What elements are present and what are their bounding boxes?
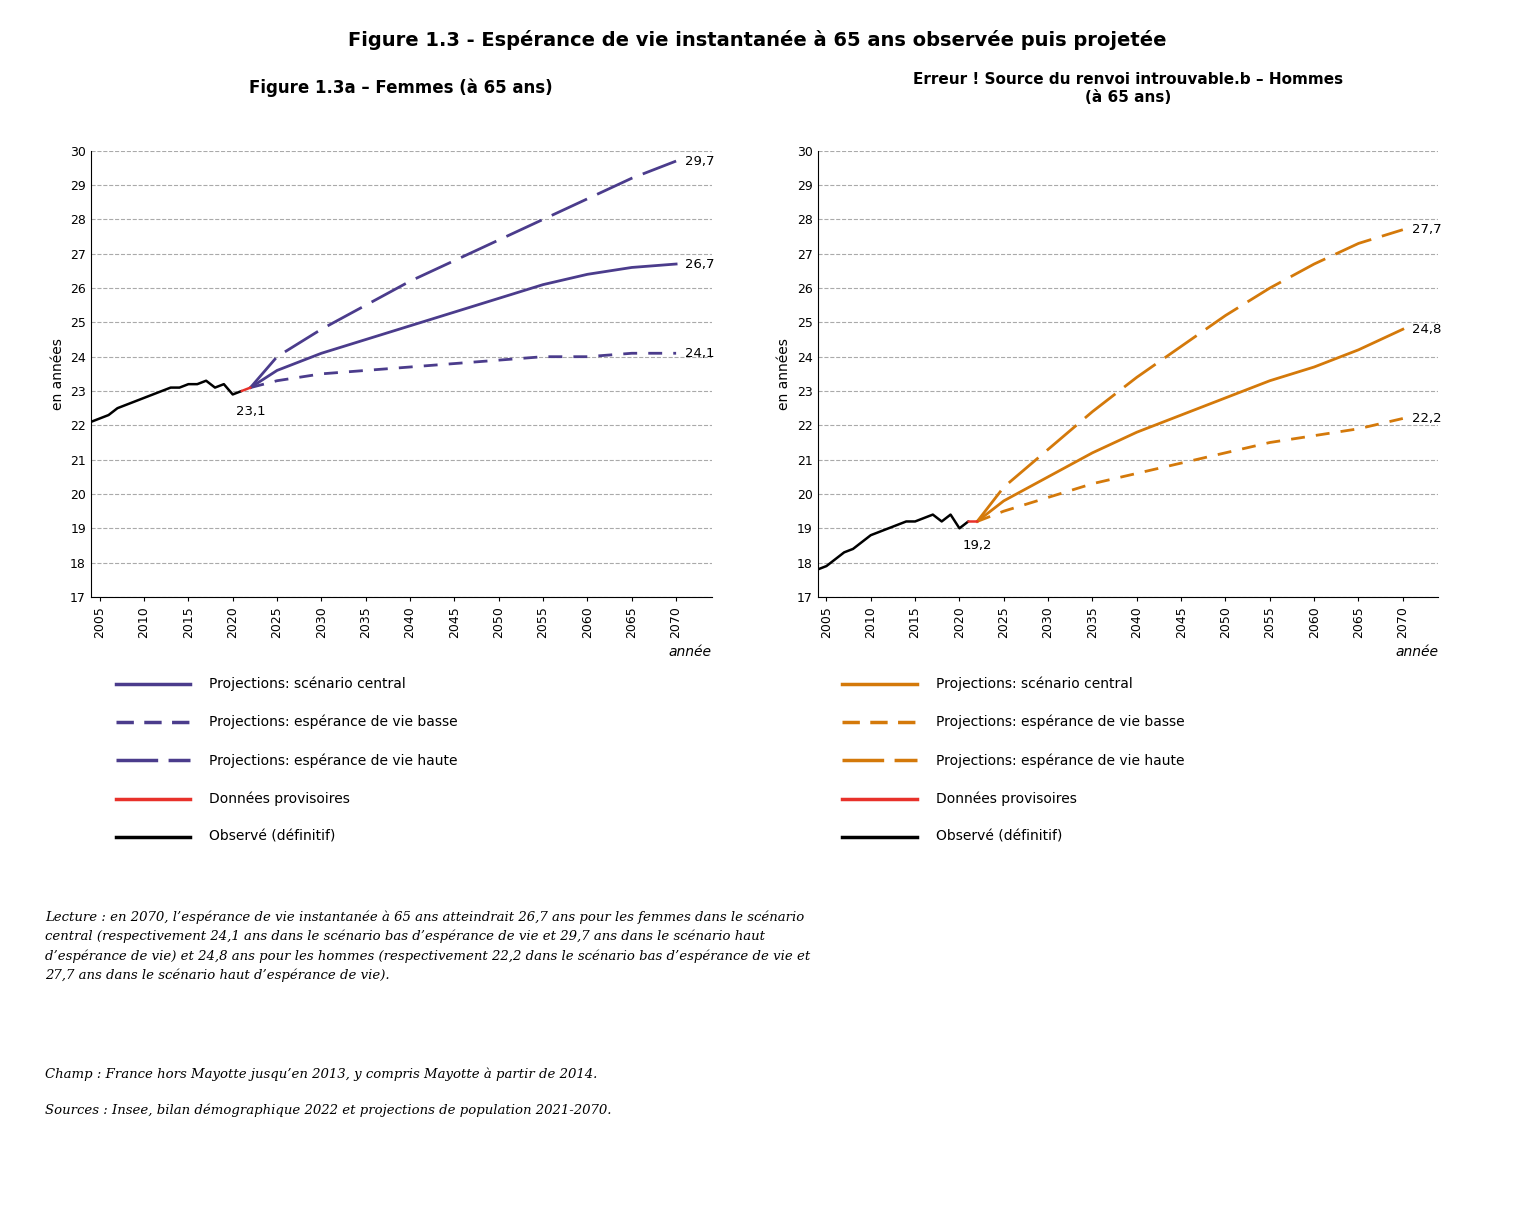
- Text: 23,1: 23,1: [236, 405, 265, 417]
- Y-axis label: en années: en années: [50, 338, 65, 410]
- Text: 24,1: 24,1: [684, 347, 715, 359]
- Text: Données provisoires: Données provisoires: [936, 791, 1076, 806]
- Text: Erreur ! Source du renvoi introuvable.b – Hommes
(à 65 ans): Erreur ! Source du renvoi introuvable.b …: [913, 72, 1343, 105]
- Text: Projections: espérance de vie basse: Projections: espérance de vie basse: [209, 715, 457, 730]
- Text: Projections: scénario central: Projections: scénario central: [936, 677, 1132, 691]
- Text: 29,7: 29,7: [684, 154, 715, 168]
- Text: 19,2: 19,2: [963, 539, 992, 551]
- Text: Données provisoires: Données provisoires: [209, 791, 350, 806]
- Text: Observé (définitif): Observé (définitif): [936, 830, 1061, 844]
- Text: 26,7: 26,7: [684, 258, 715, 270]
- Text: 24,8: 24,8: [1411, 323, 1441, 335]
- Text: Projections: espérance de vie haute: Projections: espérance de vie haute: [209, 753, 457, 768]
- Text: Projections: scénario central: Projections: scénario central: [209, 677, 406, 691]
- Text: Projections: espérance de vie basse: Projections: espérance de vie basse: [936, 715, 1184, 730]
- Text: année: année: [1396, 645, 1438, 660]
- Text: Lecture : en 2070, l’espérance de vie instantanée à 65 ans atteindrait 26,7 ans : Lecture : en 2070, l’espérance de vie in…: [45, 911, 810, 982]
- Text: Sources : Insee, bilan démographique 2022 et projections de population 2021-2070: Sources : Insee, bilan démographique 202…: [45, 1103, 612, 1117]
- Text: 27,7: 27,7: [1411, 223, 1441, 236]
- Text: 22,2: 22,2: [1411, 412, 1441, 425]
- Y-axis label: en années: en années: [777, 338, 792, 410]
- Text: année: année: [669, 645, 712, 660]
- Text: Figure 1.3a – Femmes (à 65 ans): Figure 1.3a – Femmes (à 65 ans): [250, 78, 553, 96]
- Text: Observé (définitif): Observé (définitif): [209, 830, 335, 844]
- Text: Champ : France hors Mayotte jusqu’en 2013, y compris Mayotte à partir de 2014.: Champ : France hors Mayotte jusqu’en 201…: [45, 1067, 598, 1081]
- Text: Figure 1.3 - Espérance de vie instantanée à 65 ans observée puis projetée: Figure 1.3 - Espérance de vie instantané…: [348, 30, 1166, 51]
- Text: Projections: espérance de vie haute: Projections: espérance de vie haute: [936, 753, 1184, 768]
